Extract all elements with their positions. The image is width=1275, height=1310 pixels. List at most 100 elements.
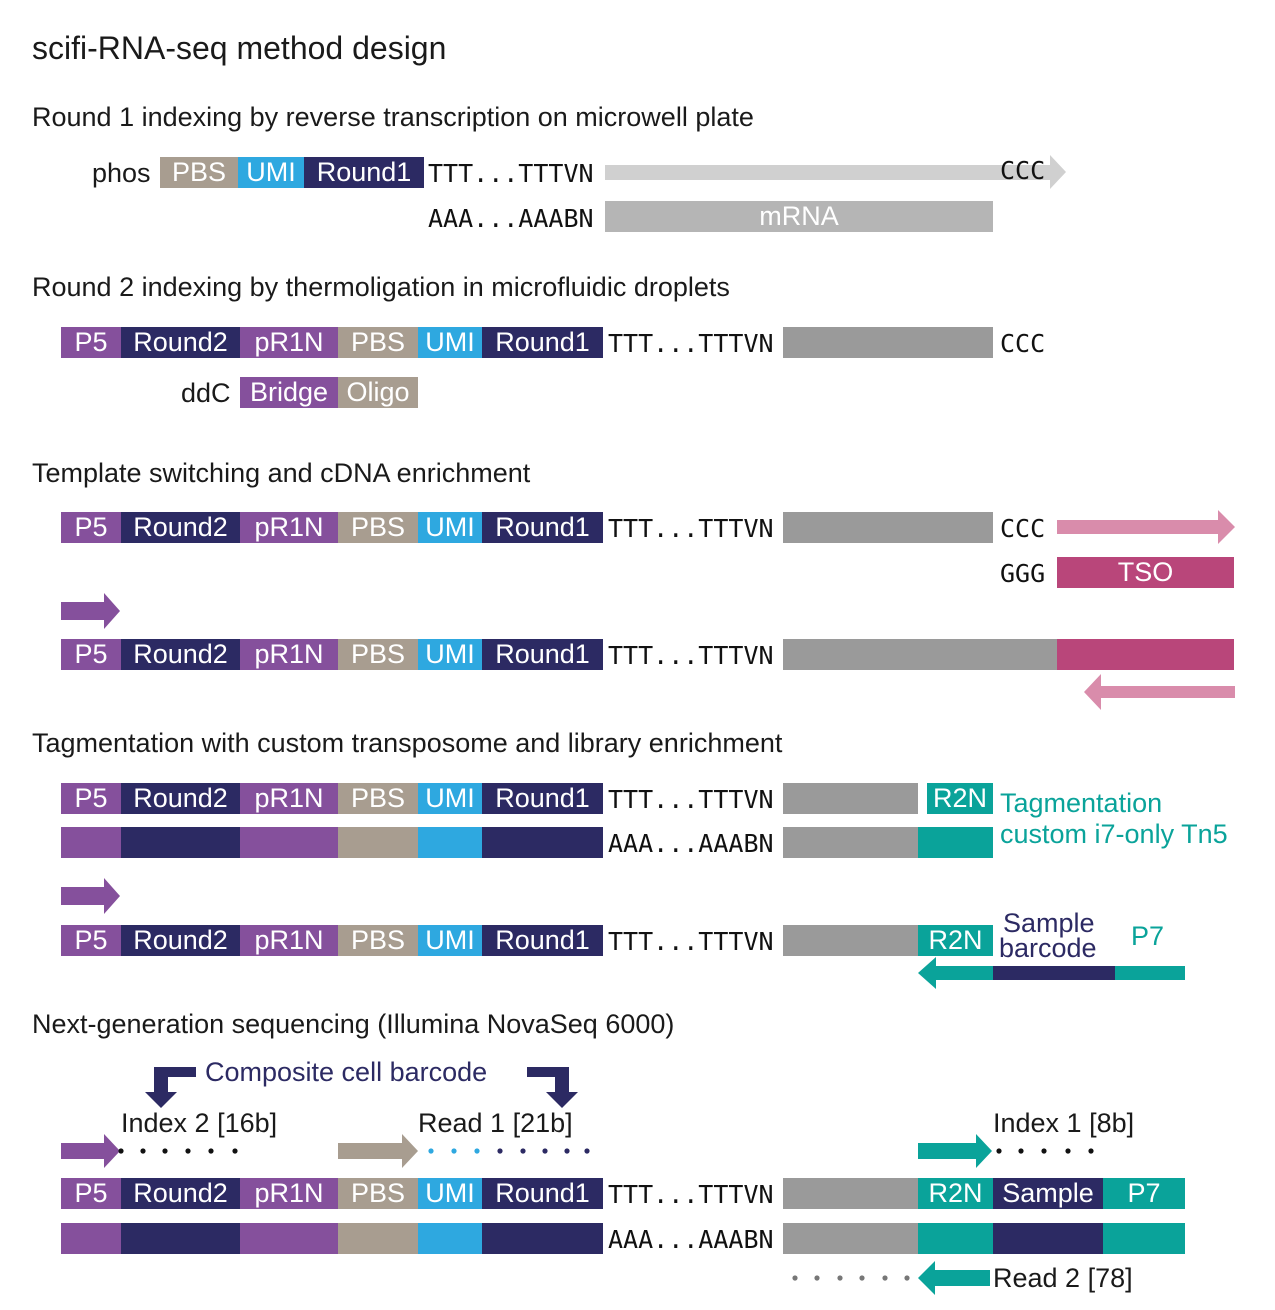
phos-label: phos bbox=[92, 158, 151, 188]
s2-pr1n-segment: pR1N bbox=[240, 327, 338, 358]
index2-primer-arrow bbox=[61, 1134, 120, 1168]
s4b-p5-segment: P5 bbox=[61, 925, 121, 956]
s3b-pr1n-segment: pR1N bbox=[240, 639, 338, 670]
s3b-p5-segment: P5 bbox=[61, 639, 121, 670]
s5b-pbs-block bbox=[338, 1223, 418, 1254]
p7-primer-arrow-teal-right bbox=[1115, 966, 1185, 980]
s2-round1-segment: Round1 bbox=[482, 327, 603, 358]
s5b-round2-block bbox=[121, 1223, 240, 1254]
tso-segment: TSO bbox=[1057, 557, 1234, 588]
s3b-umi-segment: UMI bbox=[418, 639, 482, 670]
s4b-polyT: TTT...TTTVN bbox=[608, 927, 774, 956]
s4a-p5-segment: P5 bbox=[61, 783, 121, 814]
s3b-polyT: TTT...TTTVN bbox=[608, 641, 774, 670]
s5b-polyA: AAA...AAABN bbox=[608, 1225, 774, 1254]
s4a-cdna-segment bbox=[783, 783, 918, 814]
composite-barcode-bracket-left bbox=[145, 1067, 196, 1108]
s3b-pbs-segment: PBS bbox=[338, 639, 418, 670]
s5a-pr1n-segment: pR1N bbox=[240, 1178, 338, 1209]
composite-barcode-bracket-right bbox=[527, 1067, 578, 1108]
s5a-polyT: TTT...TTTVN bbox=[608, 1180, 774, 1209]
s4a-pr1n-segment: pR1N bbox=[240, 783, 338, 814]
s4b-r2n-segment: R2N bbox=[918, 925, 993, 956]
s1-round1-segment: Round1 bbox=[304, 157, 424, 188]
p7-label: P7 bbox=[1131, 921, 1165, 951]
p5-primer-arrow-step3 bbox=[61, 593, 120, 629]
s4a-pbs-segment: PBS bbox=[338, 783, 418, 814]
s4a2-round1-block bbox=[482, 827, 603, 858]
s4a-r2n-segment: R2N bbox=[927, 783, 993, 814]
bridge-segment: Bridge bbox=[240, 377, 338, 408]
s4a2-umi-block bbox=[418, 827, 482, 858]
s5b-p7-block bbox=[1103, 1223, 1185, 1254]
s5a-round1-segment: Round1 bbox=[482, 1178, 603, 1209]
s2-pbs-segment: PBS bbox=[338, 327, 418, 358]
s1-polyT: TTT...TTTVN bbox=[428, 159, 594, 188]
read1-primer-arrow bbox=[338, 1134, 418, 1168]
step-2-heading: Round 2 indexing by thermoligation in mi… bbox=[32, 272, 730, 302]
s4a2-pbs-block bbox=[338, 827, 418, 858]
tagmentation-label: Tagmentation bbox=[1000, 788, 1163, 818]
index1-dots bbox=[996, 1148, 1094, 1154]
tso-primer-arrow-left bbox=[1084, 674, 1235, 710]
s4a2-cdna-block bbox=[783, 827, 918, 858]
s3a-round2-segment: Round2 bbox=[121, 512, 240, 543]
s1-ccc: CCC bbox=[1000, 156, 1046, 185]
p7-primer-arrow-navy bbox=[993, 966, 1115, 980]
s5b-p5-block bbox=[61, 1223, 121, 1254]
s3a-polyT: TTT...TTTVN bbox=[608, 514, 774, 543]
s3a-pbs-segment: PBS bbox=[338, 512, 418, 543]
s3a-cdna-segment bbox=[783, 512, 993, 543]
read2-label: Read 2 [78] bbox=[993, 1263, 1133, 1293]
s5a-pbs-segment: PBS bbox=[338, 1178, 418, 1209]
s5a-r2n-segment: R2N bbox=[918, 1178, 993, 1209]
s5a-sample-segment: Sample bbox=[993, 1178, 1103, 1209]
s3b-round1-segment: Round1 bbox=[482, 639, 603, 670]
s3a-pr1n-segment: pR1N bbox=[240, 512, 338, 543]
sample-barcode-label-line1: Sample bbox=[1003, 908, 1095, 938]
s4b-umi-segment: UMI bbox=[418, 925, 482, 956]
s5b-r2n-block bbox=[918, 1223, 993, 1254]
s4a-round2-segment: Round2 bbox=[121, 783, 240, 814]
s2-cdna-segment bbox=[783, 327, 993, 358]
step-4-heading: Tagmentation with custom transposome and… bbox=[32, 728, 783, 758]
s4a2-round2-block bbox=[121, 827, 240, 858]
s1-mrna-segment: mRNA bbox=[605, 201, 993, 232]
s2-round2-segment: Round2 bbox=[121, 327, 240, 358]
s5a-umi-segment: UMI bbox=[418, 1178, 482, 1209]
step-1-heading: Round 1 indexing by reverse transcriptio… bbox=[32, 102, 754, 132]
template-switch-arrow-right bbox=[1057, 510, 1235, 544]
s4a2-p5-block bbox=[61, 827, 121, 858]
s4a2-polyA: AAA...AAABN bbox=[608, 829, 774, 858]
s4b-pr1n-segment: pR1N bbox=[240, 925, 338, 956]
s4a-umi-segment: UMI bbox=[418, 783, 482, 814]
s3a-p5-segment: P5 bbox=[61, 512, 121, 543]
s5b-umi-block bbox=[418, 1223, 482, 1254]
index1-label: Index 1 [8b] bbox=[993, 1108, 1135, 1138]
step-5-heading: Next-generation sequencing (Illumina Nov… bbox=[32, 1009, 675, 1039]
s5b-sample-block bbox=[993, 1223, 1103, 1254]
s4a2-r2n-block bbox=[918, 827, 993, 858]
s5b-round1-block bbox=[482, 1223, 603, 1254]
p7-primer-arrow-teal-left bbox=[918, 957, 993, 989]
s4b-pbs-segment: PBS bbox=[338, 925, 418, 956]
s2-p5-segment: P5 bbox=[61, 327, 121, 358]
s5a-p5-segment: P5 bbox=[61, 1178, 121, 1209]
s1-polyA: AAA...AAABN bbox=[428, 204, 594, 233]
index1-primer-arrow bbox=[918, 1134, 992, 1168]
s5a-cdna-segment bbox=[783, 1178, 918, 1209]
s3b-tso-segment bbox=[1057, 639, 1234, 670]
s3a-round1-segment: Round1 bbox=[482, 512, 603, 543]
s4b-round1-segment: Round1 bbox=[482, 925, 603, 956]
s1-umi-segment: UMI bbox=[238, 157, 304, 188]
composite-cell-barcode-label: Composite cell barcode bbox=[205, 1057, 488, 1087]
s5b-pr1n-block bbox=[240, 1223, 338, 1254]
read2-dots bbox=[792, 1275, 910, 1281]
s4a-polyT: TTT...TTTVN bbox=[608, 785, 774, 814]
step-3-heading: Template switching and cDNA enrichment bbox=[32, 458, 531, 488]
s1-pbs-segment: PBS bbox=[160, 157, 238, 188]
s3a-ccc: CCC bbox=[1000, 514, 1046, 543]
s3b-cdna-segment bbox=[783, 639, 1057, 670]
s4a-round1-segment: Round1 bbox=[482, 783, 603, 814]
